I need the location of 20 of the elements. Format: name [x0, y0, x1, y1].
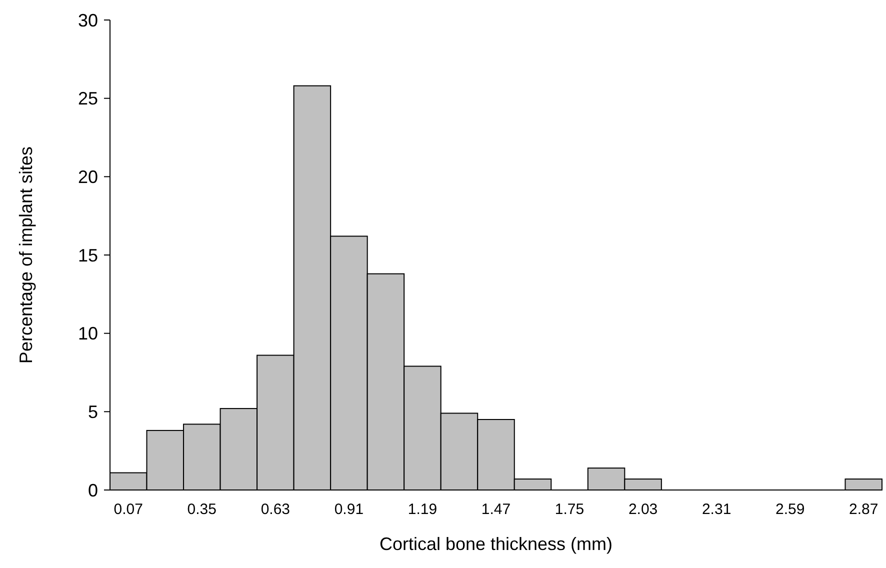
- x-tick-label: 2.59: [775, 501, 805, 518]
- y-tick-label: 5: [88, 402, 98, 422]
- y-axis-title: Percentage of implant sites: [16, 146, 36, 364]
- x-tick-label: 1.19: [408, 501, 438, 518]
- x-tick-label: 1.47: [481, 501, 511, 518]
- x-tick-label: 0.35: [187, 501, 217, 518]
- x-tick-label: 2.87: [849, 501, 878, 518]
- y-tick-label: 30: [78, 10, 98, 30]
- x-tick-label: 0.07: [114, 501, 143, 518]
- x-tick-label: 0.63: [260, 501, 290, 518]
- x-tick-label: 2.31: [702, 501, 732, 518]
- x-tick-label: 2.03: [628, 501, 658, 518]
- y-tick-label: 20: [78, 166, 98, 187]
- y-tick-label: 10: [78, 324, 98, 344]
- y-tick-label: 0: [88, 480, 98, 500]
- x-tick-label: 1.75: [554, 501, 584, 518]
- y-tick-label: 15: [78, 245, 98, 266]
- x-axis-title: Cortical bone thickness (mm): [379, 534, 613, 554]
- y-tick-label: 25: [78, 88, 98, 109]
- x-tick-label: 0.91: [334, 501, 364, 518]
